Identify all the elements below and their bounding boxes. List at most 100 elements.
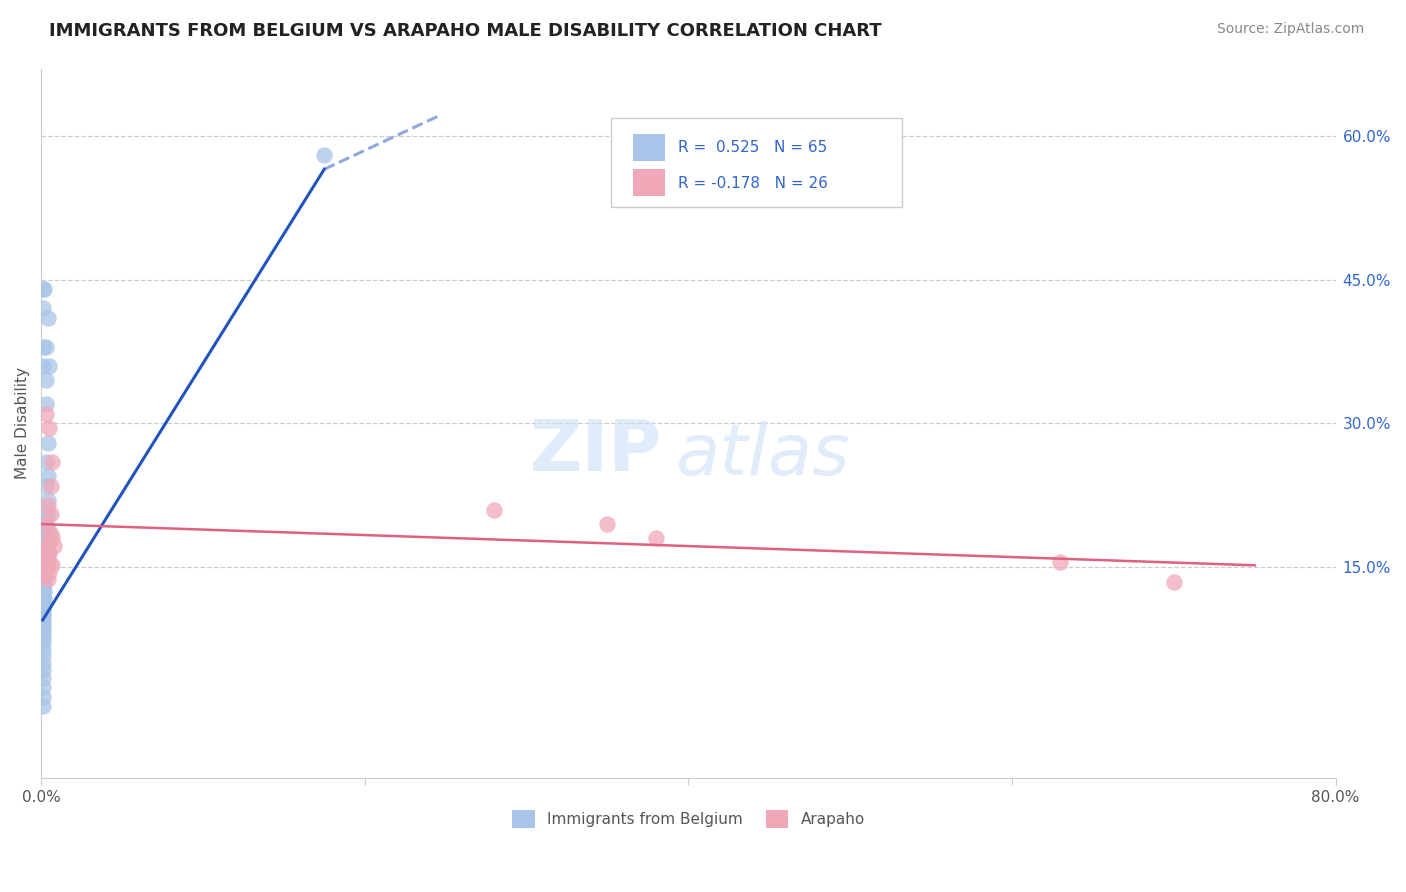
Point <box>38 421 60 435</box>
Point <box>41 532 63 546</box>
Point <box>39 508 62 522</box>
Point <box>31 301 53 316</box>
Point <box>35 517 58 532</box>
Point <box>31 630 53 644</box>
Y-axis label: Male Disability: Male Disability <box>15 368 30 479</box>
Point <box>31 541 53 555</box>
Point <box>41 455 63 469</box>
Point <box>38 556 60 570</box>
Point <box>35 373 58 387</box>
Point <box>37 508 59 522</box>
Point <box>596 517 619 532</box>
Point <box>31 570 53 584</box>
Point <box>35 556 58 570</box>
Point <box>35 397 58 411</box>
Point <box>31 587 53 601</box>
Point <box>1049 556 1071 570</box>
Point <box>37 498 59 512</box>
Point <box>39 526 62 541</box>
Point <box>37 572 59 586</box>
Point <box>41 558 63 573</box>
Point <box>31 680 53 694</box>
Point <box>37 522 59 536</box>
Point <box>31 359 53 373</box>
Point <box>35 479 58 493</box>
Point <box>37 310 59 325</box>
Point <box>38 359 60 373</box>
Text: IMMIGRANTS FROM BELGIUM VS ARAPAHO MALE DISABILITY CORRELATION CHART: IMMIGRANTS FROM BELGIUM VS ARAPAHO MALE … <box>49 22 882 40</box>
Point <box>314 148 336 162</box>
Point <box>31 574 53 589</box>
Point <box>31 690 53 704</box>
Point <box>34 566 56 581</box>
Point <box>35 562 58 576</box>
Point <box>31 616 53 631</box>
Point <box>31 625 53 640</box>
Point <box>37 536 59 550</box>
Point <box>482 502 505 516</box>
Point <box>34 552 56 566</box>
Point <box>35 543 58 558</box>
FancyBboxPatch shape <box>610 119 901 207</box>
Point <box>645 532 668 546</box>
Point <box>37 536 59 550</box>
Point <box>34 568 56 582</box>
Point <box>35 546 58 560</box>
Point <box>35 517 58 532</box>
Point <box>34 572 56 586</box>
Point <box>37 435 59 450</box>
Point <box>35 455 58 469</box>
Point <box>37 469 59 483</box>
Text: Source: ZipAtlas.com: Source: ZipAtlas.com <box>1216 22 1364 37</box>
Point <box>31 282 53 296</box>
Point <box>37 548 59 562</box>
Point <box>31 699 53 714</box>
Point <box>35 407 58 421</box>
Point <box>38 565 60 579</box>
Point <box>31 340 53 354</box>
Point <box>34 584 56 599</box>
Point <box>31 613 53 627</box>
Point <box>31 594 53 608</box>
FancyBboxPatch shape <box>633 169 665 196</box>
Point <box>31 648 53 663</box>
Point <box>34 512 56 526</box>
Point <box>34 543 56 558</box>
Point <box>34 526 56 541</box>
Point <box>35 562 58 576</box>
Point <box>31 663 53 677</box>
Point <box>34 591 56 606</box>
Point <box>31 579 53 593</box>
Point <box>31 635 53 649</box>
Point <box>42 539 65 553</box>
Text: atlas: atlas <box>675 421 851 490</box>
Point <box>34 549 56 563</box>
Point <box>37 493 59 508</box>
Point <box>34 560 56 574</box>
Point <box>1163 574 1185 589</box>
Point <box>38 546 60 560</box>
Legend: Immigrants from Belgium, Arapaho: Immigrants from Belgium, Arapaho <box>506 804 872 834</box>
Point <box>31 671 53 685</box>
Point <box>31 621 53 635</box>
Point <box>31 558 53 573</box>
Point <box>31 565 53 579</box>
Point <box>35 532 58 546</box>
Point <box>35 552 58 566</box>
Text: R =  0.525   N = 65: R = 0.525 N = 65 <box>678 140 827 155</box>
Point <box>31 550 53 565</box>
Point <box>31 582 53 597</box>
Point <box>31 603 53 617</box>
Point <box>31 656 53 670</box>
Point <box>35 502 58 516</box>
Point <box>39 479 62 493</box>
Text: R = -0.178   N = 26: R = -0.178 N = 26 <box>678 176 828 191</box>
Point <box>31 607 53 621</box>
Point <box>31 600 53 615</box>
Point <box>31 641 53 656</box>
Point <box>34 282 56 296</box>
FancyBboxPatch shape <box>633 134 665 161</box>
Point <box>34 576 56 591</box>
Point <box>31 597 53 611</box>
Point <box>31 609 53 624</box>
